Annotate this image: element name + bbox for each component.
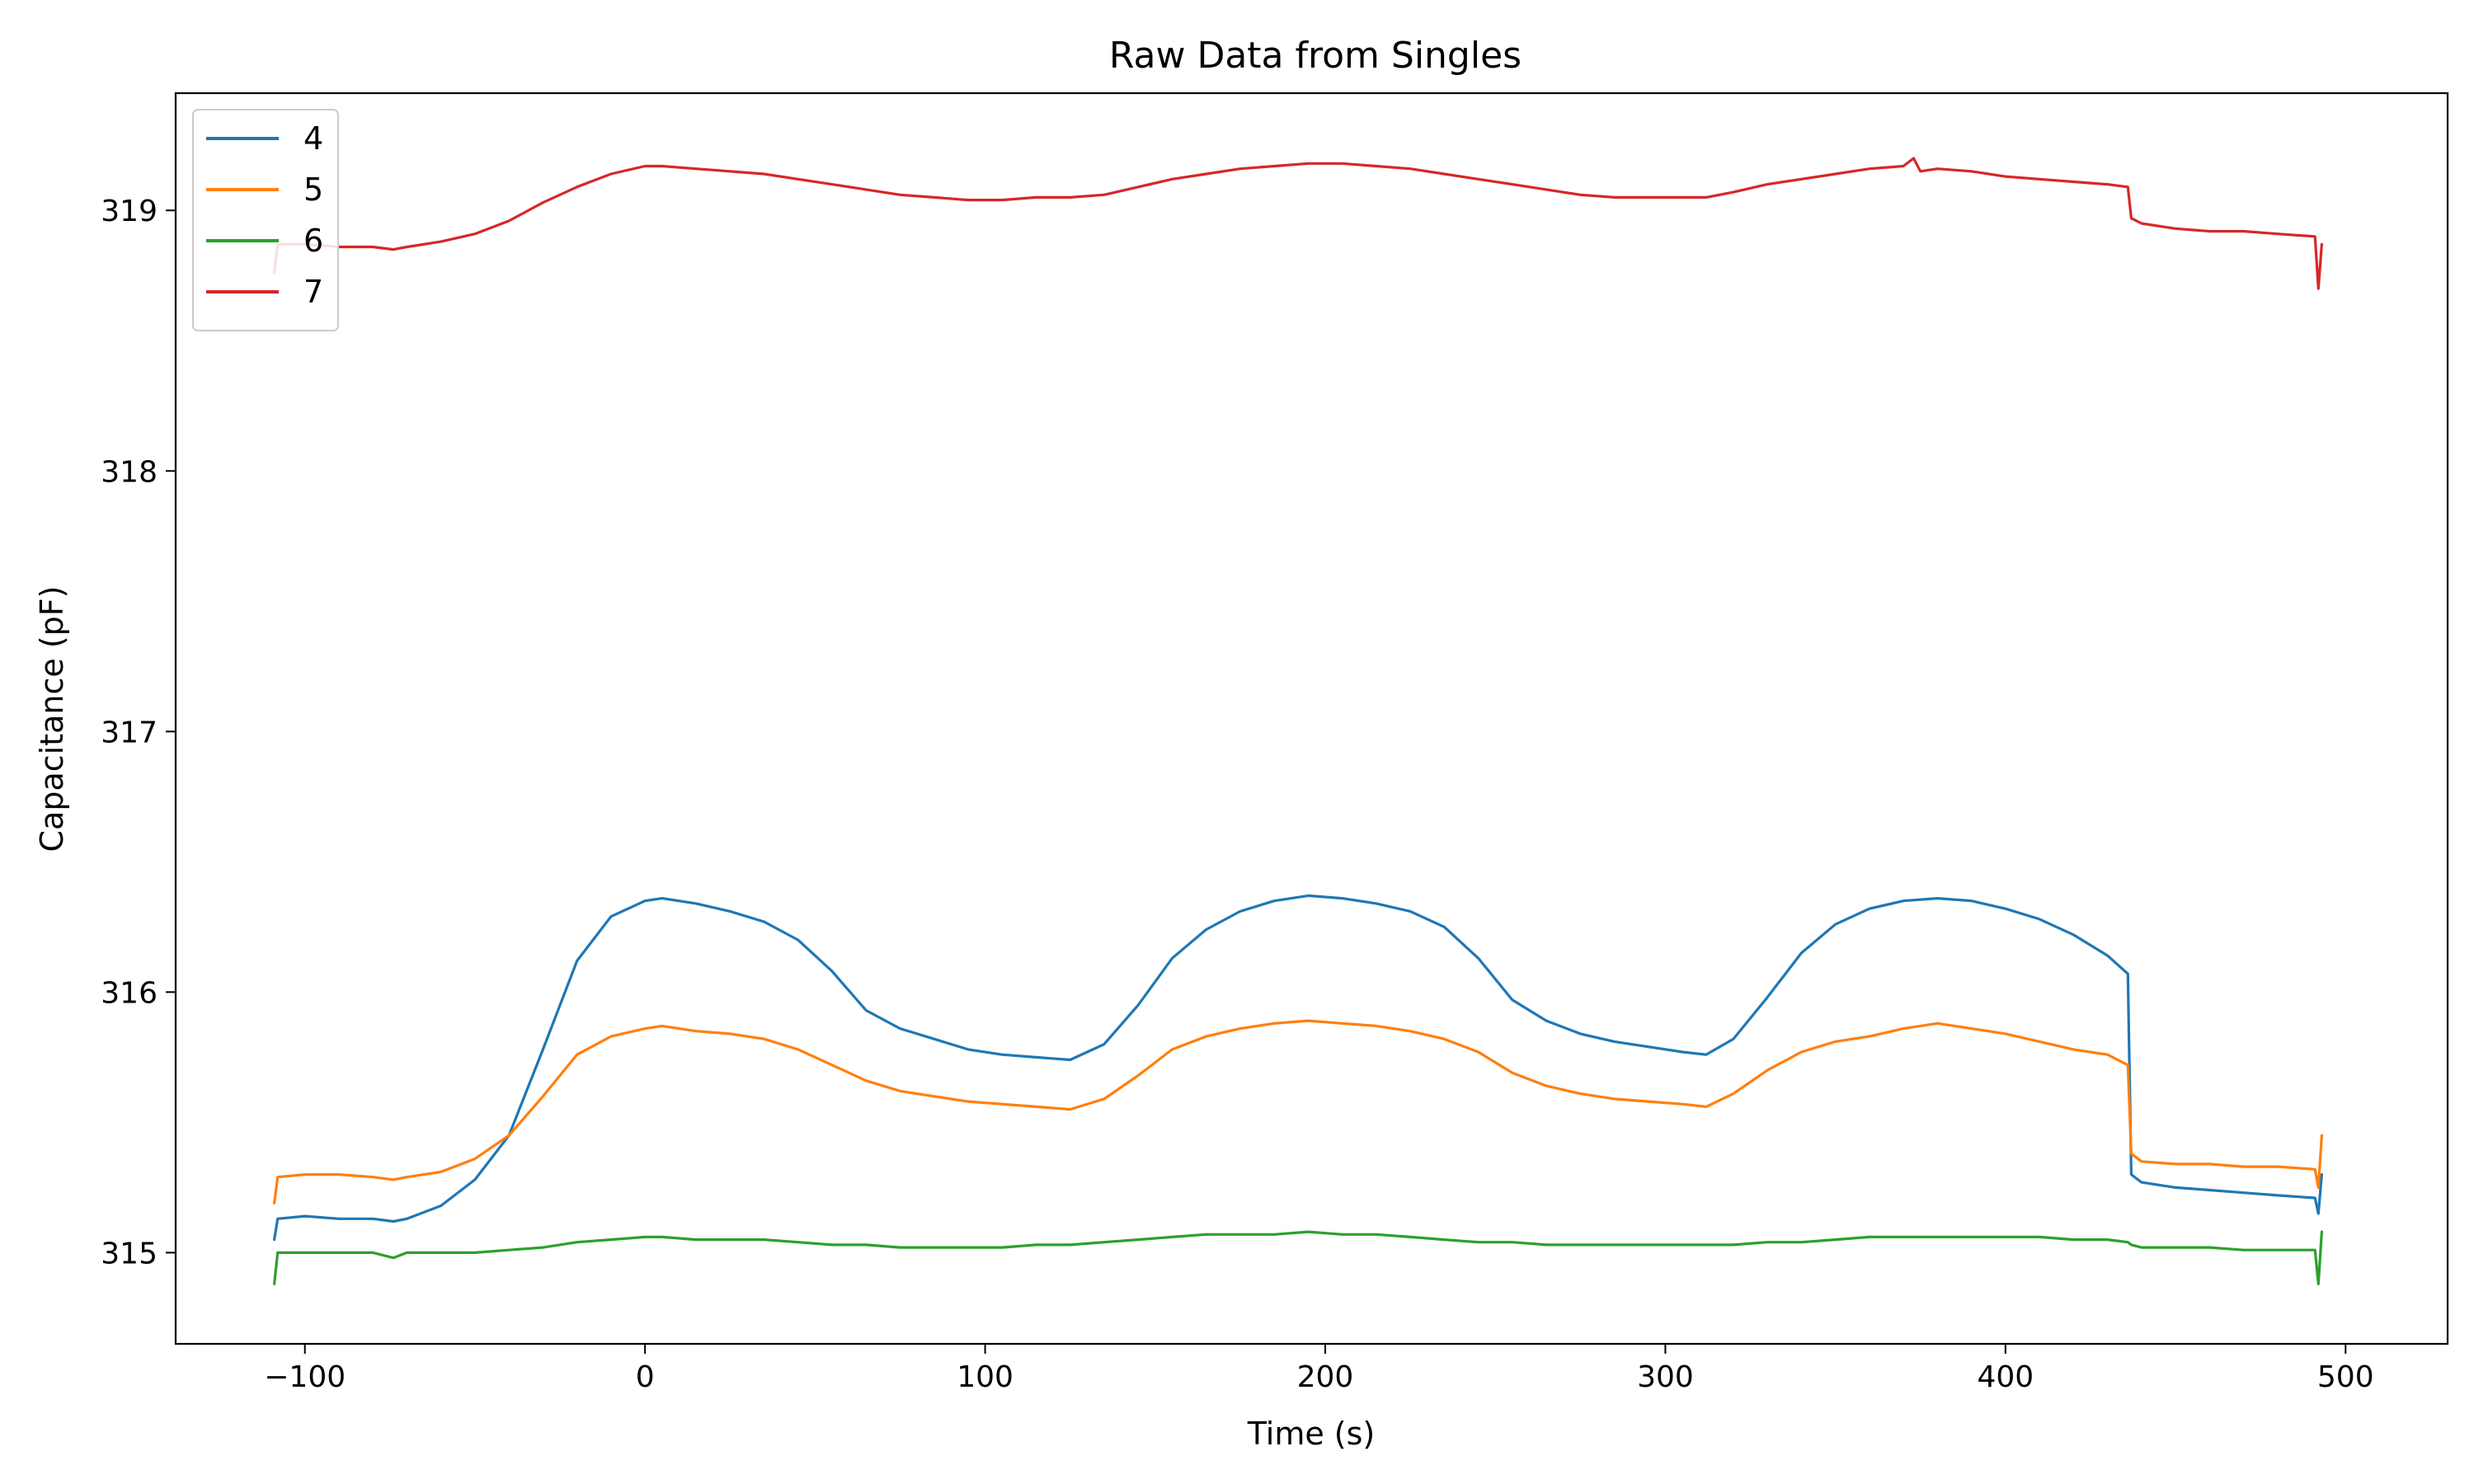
legend-label-4: 4: [303, 120, 323, 157]
legend: 4 5 6 7: [192, 109, 339, 331]
y-tick-label: 316: [101, 976, 158, 1010]
series-line-6: [273, 1230, 2323, 1285]
x-tick-label: 400: [1977, 1360, 2034, 1394]
y-axis: 315 316 317 318 319: [101, 195, 176, 1270]
y-tick-label: 318: [101, 455, 158, 489]
y-tick-label: 315: [101, 1237, 158, 1270]
legend-box: [192, 109, 339, 331]
legend-label-6: 6: [303, 223, 323, 259]
plot-area: [174, 92, 2449, 1345]
y-tick-label: 317: [101, 716, 158, 749]
y-tick-label: 319: [101, 195, 158, 228]
x-axis: −100 0 100 200 300 400 500: [264, 1344, 2374, 1394]
plot-frame: [174, 92, 2449, 1345]
x-tick-label: 0: [636, 1360, 655, 1394]
legend-items: 4 5 6 7: [206, 120, 323, 310]
legend-label-5: 5: [303, 171, 323, 208]
series-line-4: [273, 894, 2323, 1242]
legend-label-7: 7: [303, 274, 323, 310]
x-tick-label: 200: [1297, 1360, 1354, 1394]
x-axis-title: Time (s): [1247, 1416, 1376, 1452]
x-tick-label: 500: [2317, 1360, 2374, 1394]
x-tick-label: 300: [1637, 1360, 1694, 1394]
x-tick-label: 100: [957, 1360, 1014, 1394]
x-tick-label: −100: [264, 1360, 346, 1394]
y-axis-title: Capacitance (pF): [34, 586, 70, 852]
series-group: [273, 157, 2323, 1285]
series-line-7: [273, 157, 2323, 290]
series-line-5: [273, 1019, 2323, 1205]
chart-title: Raw Data from Singles: [1109, 35, 1522, 77]
